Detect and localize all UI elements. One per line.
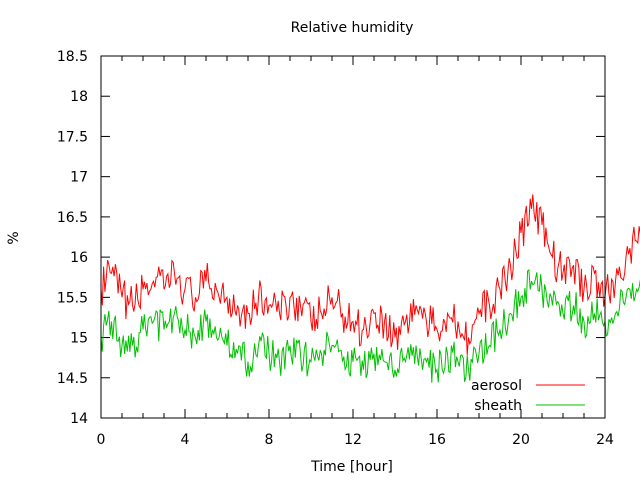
y-tick-label: 15.5 [57, 290, 88, 306]
plot-series [100, 194, 640, 383]
x-tick-label: 8 [265, 432, 274, 448]
x-tick-label: 24 [596, 432, 614, 448]
x-tick-label: 4 [181, 432, 190, 448]
legend: aerosol sheath [471, 378, 585, 414]
y-tick-label: 17.5 [57, 129, 88, 145]
x-tick-label: 16 [428, 432, 446, 448]
x-tick-label: 12 [344, 432, 362, 448]
y-tick-label: 16 [70, 250, 88, 266]
y-tick-label: 15 [70, 331, 88, 347]
y-tick-label: 17 [70, 170, 88, 186]
y-tick-label: 14 [70, 411, 88, 427]
y-axis-label: % [6, 231, 22, 244]
chart-title: Relative humidity [291, 20, 414, 36]
series-line-aerosol [100, 194, 640, 355]
plot-frame [100, 55, 606, 419]
y-tick-label: 18.5 [57, 49, 88, 65]
legend-label-sheath: sheath [474, 398, 522, 414]
x-tick-label: 0 [97, 432, 106, 448]
axis-ticks: 14 14.5 15 15.5 16 16.5 17 17.5 18 18.5 0 4 8 12 16 20 2… [57, 49, 614, 448]
legend-label-aerosol: aerosol [471, 378, 522, 394]
y-tick-label: 14.5 [57, 371, 88, 387]
series-line-sheath [100, 269, 640, 383]
x-axis-label: Time [hour] [310, 459, 393, 475]
y-tick-label: 16.5 [57, 210, 88, 226]
y-tick-label: 18 [70, 89, 88, 105]
x-tick-label: 20 [512, 432, 530, 448]
